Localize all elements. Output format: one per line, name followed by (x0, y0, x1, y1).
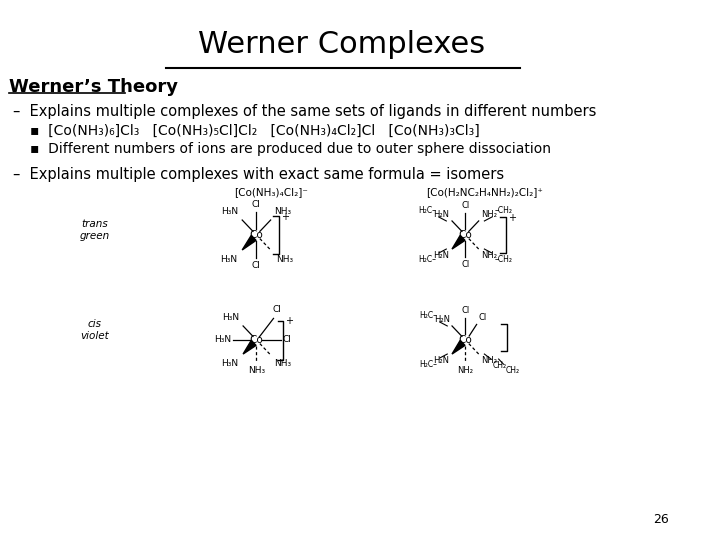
Text: H₃N: H₃N (221, 207, 238, 216)
Text: NH₃: NH₃ (274, 207, 292, 216)
Text: Cl: Cl (252, 261, 261, 270)
Text: +: + (285, 316, 293, 327)
Text: H₂C–: H₂C– (418, 206, 436, 215)
Polygon shape (243, 340, 256, 354)
Text: Werner’s Theory: Werner’s Theory (9, 78, 179, 96)
Polygon shape (452, 340, 465, 354)
Polygon shape (242, 235, 256, 250)
Text: NH₂: NH₂ (457, 367, 473, 375)
Text: Cl: Cl (252, 200, 261, 209)
Text: [Co(NH₃)₄Cl₂]⁻: [Co(NH₃)₄Cl₂]⁻ (234, 187, 307, 197)
Text: Co: Co (459, 230, 472, 240)
Polygon shape (452, 235, 465, 249)
Text: 26: 26 (653, 513, 669, 526)
Text: –  Explains multiple complexes with exact same formula = isomers: – Explains multiple complexes with exact… (13, 167, 505, 182)
Text: H₃N: H₃N (214, 335, 231, 345)
Text: H₂C–: H₂C– (419, 311, 437, 320)
Text: +: + (281, 212, 289, 222)
Text: CH₂: CH₂ (505, 366, 519, 375)
Text: ▪  Different numbers of ions are produced due to outer sphere dissociation: ▪ Different numbers of ions are produced… (30, 142, 552, 156)
Text: CH₂: CH₂ (493, 361, 507, 370)
Text: trans
green: trans green (80, 219, 110, 241)
Text: –CH₂: –CH₂ (495, 255, 513, 264)
Text: Cl: Cl (462, 201, 469, 211)
Text: ▪  [Co(NH₃)₆]Cl₃   [Co(NH₃)₅Cl]Cl₂   [Co(NH₃)₄Cl₂]Cl   [Co(NH₃)₃Cl₃]: ▪ [Co(NH₃)₆]Cl₃ [Co(NH₃)₅Cl]Cl₂ [Co(NH₃)… (30, 124, 480, 138)
Text: NH₃: NH₃ (276, 255, 293, 264)
Text: H₃N: H₃N (220, 255, 237, 264)
Text: Cl: Cl (282, 335, 291, 345)
Text: NH₃: NH₃ (248, 367, 265, 375)
Text: H₂N: H₂N (433, 251, 449, 260)
Text: H₂C–: H₂C– (419, 360, 437, 369)
Text: Werner Complexes: Werner Complexes (198, 30, 485, 59)
Text: Cl: Cl (478, 313, 487, 322)
Text: H₂C–: H₂C– (418, 255, 436, 264)
Text: NH₂: NH₂ (482, 356, 498, 365)
Text: –  Explains multiple complexes of the same sets of ligands in different numbers: – Explains multiple complexes of the sam… (13, 104, 597, 119)
Text: Co: Co (250, 230, 264, 240)
Text: NH₂: NH₂ (482, 251, 498, 260)
Text: H₂N: H₂N (433, 356, 449, 365)
Text: H₃N: H₃N (221, 359, 238, 368)
Text: Cl: Cl (462, 306, 469, 315)
Text: NH₂: NH₂ (482, 210, 498, 219)
Text: H₂N: H₂N (434, 315, 450, 324)
Text: +: + (508, 213, 516, 223)
Text: H₂N: H₂N (433, 210, 449, 219)
Text: Co: Co (459, 335, 472, 345)
Text: Co: Co (250, 335, 264, 345)
Text: H₃N: H₃N (222, 313, 240, 322)
Text: Cl: Cl (462, 260, 469, 268)
Text: –CH₂: –CH₂ (495, 206, 513, 215)
Text: [Co(H₂NC₂H₄NH₂)₂Cl₂]⁺: [Co(H₂NC₂H₄NH₂)₂Cl₂]⁺ (426, 187, 543, 197)
Text: NH₃: NH₃ (274, 359, 292, 368)
Text: cis
violet: cis violet (81, 319, 109, 341)
Text: Cl: Cl (272, 305, 281, 314)
